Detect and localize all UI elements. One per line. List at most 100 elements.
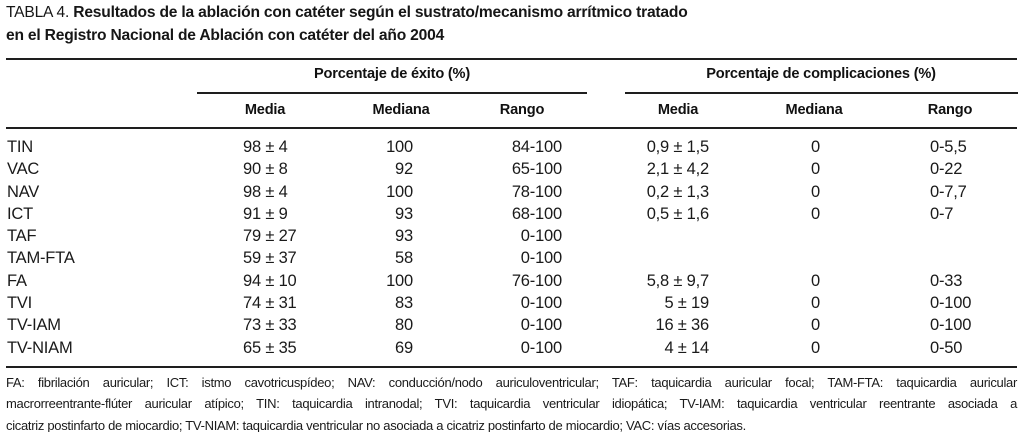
rule-spanner-complicaciones <box>625 92 1018 94</box>
col-header-exito-rango: Rango <box>499 102 545 118</box>
col-header-exito-media: Media <box>244 102 286 118</box>
cell-comp-mediana: 0 <box>811 271 820 290</box>
row-label: TV-IAM <box>7 316 61 335</box>
table-title-line2: en el Registro Nacional de Ablación con … <box>6 26 445 44</box>
cell-comp-mediana: 0 <box>811 160 820 179</box>
row-label: TAF <box>7 227 37 246</box>
cell-comp-media: 5 ± 19 <box>664 294 709 313</box>
cell-exito-rango: 0-100 <box>520 227 562 246</box>
footnote-line: cicatriz postinfarto de miocardio; TV-NI… <box>6 417 746 432</box>
col-header-comp-media: Media <box>657 102 699 118</box>
cell-comp-mediana: 0 <box>811 294 820 313</box>
rule-bottom <box>6 366 1017 369</box>
cell-exito-rango: 78-100 <box>511 182 562 201</box>
col-header-exito-mediana: Mediana <box>372 102 430 118</box>
cell-comp-mediana <box>709 225 922 247</box>
cell-comp-rango <box>922 225 1024 247</box>
cell-exito-media: 65 ± 35 <box>243 338 297 357</box>
table-title: TABLA 4. Resultados de la ablación con c… <box>6 2 688 47</box>
cell-comp-rango: 0-5,5 <box>930 138 967 156</box>
cell-comp-mediana <box>709 247 922 269</box>
cell-comp-rango: 0-100 <box>930 316 972 335</box>
rule-spanner-exito <box>197 92 587 94</box>
cell-comp-mediana: 0 <box>811 316 820 335</box>
cell-comp-mediana: 0 <box>811 138 820 156</box>
cell-comp-mediana: 0 <box>811 182 820 201</box>
cell-exito-mediana: 93 <box>395 204 413 223</box>
cell-exito-rango: 76-100 <box>511 271 562 290</box>
cell-exito-mediana: 100 <box>386 138 413 156</box>
footnote-line: macrorreentrante-flúter auricular atípic… <box>6 396 1017 412</box>
group-header-complicaciones: Porcentaje de complicaciones (%) <box>706 66 936 82</box>
table-body: TIN 98 ± 4 100 84-100 0,9 ± 1,5 0 0-5,5 … <box>0 136 1024 359</box>
footnote-line: FA: fibrilación auricular; ICT: istmo ca… <box>6 375 1017 390</box>
col-header-comp-rango: Rango <box>927 102 973 118</box>
cell-comp-rango: 0-100 <box>930 294 972 313</box>
cell-comp-rango: 0-33 <box>930 271 963 290</box>
cell-exito-media: 98 ± 4 <box>243 182 288 201</box>
table-row-vac: VAC 90 ± 8 92 65-100 2,1 ± 4,2 0 0-22 <box>0 158 1024 180</box>
table-footnote: FA: fibrilación auricular; ICT: istmo ca… <box>6 372 1017 432</box>
cell-comp-media: 5,8 ± 9,7 <box>646 271 710 290</box>
cell-exito-media: 94 ± 10 <box>243 271 297 290</box>
cell-exito-mediana: 83 <box>395 294 413 313</box>
table-row-tin: TIN 98 ± 4 100 84-100 0,9 ± 1,5 0 0-5,5 <box>0 136 1024 158</box>
cell-exito-mediana: 100 <box>386 182 413 201</box>
cell-comp-media: 0,2 ± 1,3 <box>646 182 710 201</box>
table-row-taf: TAF 79 ± 27 93 0-100 <box>0 225 1024 247</box>
row-label: TIN <box>7 138 33 156</box>
row-label: FA <box>7 271 27 290</box>
cell-comp-rango: 0-7,7 <box>930 182 967 201</box>
cell-exito-mediana: 93 <box>395 227 413 246</box>
table-row-tv-iam: TV-IAM 73 ± 33 80 0-100 16 ± 36 0 0-100 <box>0 314 1024 336</box>
col-header-comp-mediana: Mediana <box>785 102 843 118</box>
group-header-exito: Porcentaje de éxito (%) <box>314 66 470 82</box>
rule-top <box>6 57 1017 60</box>
cell-exito-rango: 0-100 <box>520 316 562 335</box>
rule-below-header <box>6 126 1017 129</box>
cell-exito-media: 90 ± 8 <box>243 160 288 179</box>
table-row-ict: ICT 91 ± 9 93 68-100 0,5 ± 1,6 0 0-7 <box>0 203 1024 225</box>
cell-exito-mediana: 58 <box>395 249 413 268</box>
cell-comp-rango: 0-7 <box>930 204 954 223</box>
table-row-tvi: TVI 74 ± 31 83 0-100 5 ± 19 0 0-100 <box>0 292 1024 314</box>
row-label: TV-NIAM <box>7 338 73 357</box>
cell-comp-media: 16 ± 36 <box>655 316 709 335</box>
cell-exito-media: 59 ± 37 <box>243 249 297 268</box>
cell-exito-media: 91 ± 9 <box>243 204 288 223</box>
cell-comp-media: 0,5 ± 1,6 <box>646 204 710 223</box>
cell-exito-rango: 65-100 <box>511 160 562 179</box>
table-title-text: Resultados de la ablación con catéter se… <box>73 4 688 21</box>
cell-comp-media <box>562 247 709 269</box>
cell-comp-media: 2,1 ± 4,2 <box>646 160 710 179</box>
cell-exito-mediana: 80 <box>395 316 413 335</box>
cell-comp-rango: 0-22 <box>930 160 963 179</box>
cell-comp-media: 0,9 ± 1,5 <box>646 138 710 156</box>
row-label: TAM-FTA <box>7 249 75 268</box>
cell-exito-media: 79 ± 27 <box>243 227 297 246</box>
row-label: VAC <box>7 160 40 179</box>
cell-exito-rango: 84-100 <box>511 138 562 156</box>
cell-comp-mediana: 0 <box>811 204 820 223</box>
row-label: NAV <box>7 182 40 201</box>
cell-exito-media: 74 ± 31 <box>243 294 297 313</box>
cell-comp-media: 4 ± 14 <box>664 338 709 357</box>
cell-exito-mediana: 100 <box>386 271 413 290</box>
row-label: TVI <box>7 294 33 313</box>
cell-exito-media: 98 ± 4 <box>243 138 288 156</box>
cell-comp-mediana: 0 <box>811 338 820 357</box>
cell-exito-rango: 0-100 <box>520 249 562 268</box>
table-title-line1: TABLA 4. Resultados de la ablación con c… <box>6 2 688 25</box>
table-number: TABLA 4. <box>6 4 70 21</box>
table-row-tv-niam: TV-NIAM 65 ± 35 69 0-100 4 ± 14 0 0-50 <box>0 337 1024 359</box>
cell-exito-rango: 0-100 <box>520 338 562 357</box>
cell-comp-rango <box>922 247 1024 269</box>
cell-exito-mediana: 92 <box>395 160 413 179</box>
cell-exito-media: 73 ± 33 <box>243 316 297 335</box>
cell-comp-rango: 0-50 <box>930 338 963 357</box>
cell-comp-media <box>562 225 709 247</box>
table-row-fa: FA 94 ± 10 100 76-100 5,8 ± 9,7 0 0-33 <box>0 270 1024 292</box>
row-label: ICT <box>7 204 33 223</box>
table-row-tam-fta: TAM-FTA 59 ± 37 58 0-100 <box>0 247 1024 269</box>
